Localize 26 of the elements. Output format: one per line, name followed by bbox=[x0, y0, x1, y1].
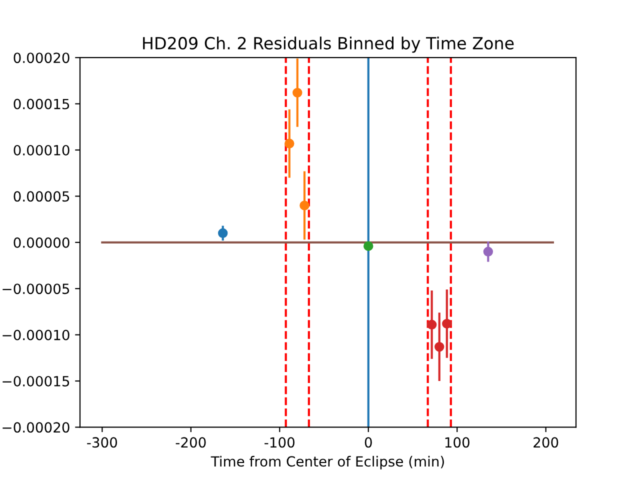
point bbox=[442, 318, 452, 329]
y-tick-label: 0.00015 bbox=[14, 98, 70, 110]
x-tick-label: -300 bbox=[87, 437, 118, 448]
x-axis-title: Time from Center of Eclipse (min) bbox=[210, 456, 444, 470]
x-tick-label: -100 bbox=[264, 437, 294, 448]
y-tick-label: −0.00010 bbox=[2, 330, 70, 340]
y-tick-label: −0.00005 bbox=[2, 284, 70, 294]
x-tick-label: 200 bbox=[534, 437, 558, 448]
point bbox=[300, 200, 310, 210]
y-tick-label: 0.00020 bbox=[14, 52, 70, 64]
y-tick-label: −0.00015 bbox=[2, 376, 70, 386]
x-tick-label: -200 bbox=[176, 437, 206, 448]
x-tick-label: 100 bbox=[445, 437, 470, 448]
point bbox=[426, 320, 437, 330]
point bbox=[483, 246, 494, 256]
point bbox=[292, 88, 302, 98]
chart-title: HD209 Ch. 2 Residuals Binned by Time Zone bbox=[143, 36, 514, 53]
point bbox=[284, 138, 294, 148]
y-tick-label: 0.00000 bbox=[14, 237, 70, 248]
point bbox=[218, 228, 228, 238]
x-tick-label: 0 bbox=[364, 437, 372, 448]
y-tick-label: 0.00010 bbox=[14, 144, 70, 156]
point bbox=[364, 241, 374, 251]
point bbox=[434, 342, 444, 352]
y-tick-label: 0.00005 bbox=[14, 191, 70, 202]
y-tick-label: −0.00020 bbox=[2, 422, 70, 433]
